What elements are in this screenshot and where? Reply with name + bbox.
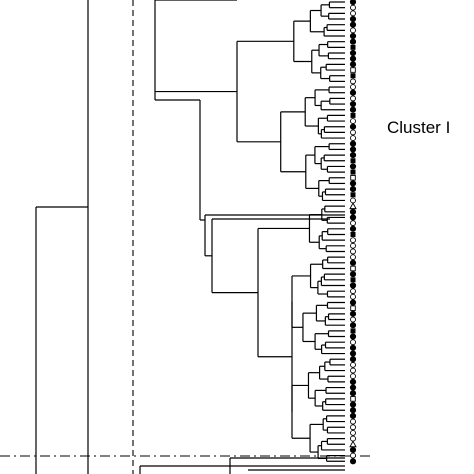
- cut-lines: [0, 0, 372, 474]
- leaf-marker-filled-square: [350, 169, 356, 175]
- leaf-marker-filled-circle: [349, 322, 357, 329]
- leaf-marker-open-circle: [350, 27, 356, 34]
- leaf-marker-open-triangle: [349, 202, 357, 210]
- leaf-marker-open-circle: [350, 84, 356, 91]
- leaf-marker-filled-circle: [349, 446, 357, 454]
- leaf-marker-filled-circle: [349, 180, 357, 187]
- leaf-marker-open-circle: [350, 78, 356, 85]
- leaf-marker-open-square: [350, 305, 356, 311]
- leaf-marker-filled-circle: [349, 350, 357, 357]
- leaf-marker-filled-circle: [349, 310, 357, 317]
- leaf-marker-filled-square: [350, 44, 356, 50]
- leaf-marker-filled-circle: [349, 208, 357, 215]
- leaf-marker-filled-circle: [349, 15, 357, 23]
- leaf-marker-filled-circle: [349, 186, 357, 193]
- leaf-marker-filled-circle: [349, 299, 357, 306]
- leaf-marker-open-circle: [350, 242, 356, 249]
- leaf-marker-filled-circle: [349, 407, 357, 414]
- leaf-marker-open-circle: [350, 118, 356, 125]
- leaf-marker-open-circle: [350, 316, 356, 323]
- leaf-marker-filled-circle: [349, 378, 357, 385]
- leaf-marker-filled-circle: [349, 61, 357, 68]
- leaf-marker-open-circle: [350, 339, 356, 346]
- leaf-marker-filled-square: [350, 328, 356, 334]
- leaf-marker-filled-circle: [349, 21, 357, 28]
- leaf-marker-filled-circle: [349, 163, 357, 170]
- leaf-marker-filled-circle: [349, 259, 357, 266]
- leaf-marker-filled-circle: [349, 271, 357, 278]
- leaf-marker-filled-circle: [349, 401, 357, 408]
- leaf-marker-filled-circle: [349, 151, 357, 159]
- leaf-marker-open-circle: [350, 418, 356, 425]
- leaf-marker-open-square: [350, 67, 356, 73]
- leaf-marker-filled-circle: [349, 458, 357, 465]
- leaf-markers: [349, 0, 357, 465]
- leaf-marker-open-square: [350, 175, 356, 181]
- leaf-marker-filled-circle: [349, 333, 357, 340]
- leaf-marker-open-square: [350, 265, 356, 272]
- leaf-marker-filled-square: [350, 277, 356, 283]
- dendrogram-branches: [35, 0, 345, 474]
- leaf-marker-filled-circle: [349, 89, 357, 96]
- leaf-marker-filled-circle: [349, 0, 357, 6]
- leaf-marker-filled-square: [350, 158, 356, 164]
- leaf-marker-filled-circle: [349, 344, 357, 351]
- leaf-marker-filled-square: [350, 231, 356, 237]
- leaf-marker-filled-circle: [349, 214, 357, 221]
- leaf-marker-filled-square: [350, 112, 356, 118]
- leaf-marker-open-circle: [350, 4, 356, 11]
- leaf-marker-open-circle: [350, 367, 356, 374]
- leaf-marker-open-circle: [350, 361, 356, 368]
- leaf-marker-filled-circle: [349, 390, 357, 397]
- cluster-label: Cluster I: [387, 118, 451, 137]
- leaf-marker-open-circle: [350, 373, 356, 380]
- leaf-marker-filled-circle: [349, 356, 357, 363]
- leaf-marker-filled-circle: [349, 282, 357, 289]
- leaf-marker-filled-circle: [349, 100, 357, 108]
- leaf-marker-open-circle: [350, 237, 356, 244]
- leaf-marker-filled-circle: [349, 225, 357, 232]
- leaf-marker-filled-circle: [349, 32, 357, 40]
- leaf-marker-filled-circle: [349, 123, 357, 130]
- leaf-marker-filled-square: [350, 73, 356, 79]
- leaf-marker-open-circle: [350, 288, 356, 295]
- leaf-marker-open-triangle: [349, 440, 357, 448]
- leaf-marker-open-circle: [350, 10, 356, 17]
- leaf-marker-filled-circle: [349, 412, 357, 420]
- leaf-marker-filled-circle: [349, 55, 357, 62]
- leaf-marker-open-circle: [350, 95, 356, 102]
- leaf-marker-open-circle: [350, 452, 356, 459]
- leaf-marker-filled-circle: [349, 49, 357, 57]
- leaf-marker-open-circle: [350, 429, 356, 436]
- leaf-marker-open-circle: [350, 293, 356, 300]
- leaf-marker-open-circle: [350, 135, 356, 142]
- leaf-marker-open-circle: [350, 254, 356, 261]
- leaf-marker-open-circle: [350, 220, 356, 227]
- leaf-marker-filled-circle: [349, 106, 357, 113]
- leaf-marker-filled-circle: [349, 140, 357, 147]
- leaf-marker-filled-circle: [349, 146, 357, 153]
- leaf-marker-open-square: [350, 396, 356, 402]
- leaf-marker-open-circle: [350, 248, 356, 255]
- leaf-marker-filled-circle: [349, 38, 357, 45]
- leaf-marker-filled-circle: [349, 384, 357, 391]
- leaf-marker-open-circle: [350, 129, 356, 136]
- leaf-marker-open-circle: [350, 424, 356, 431]
- leaf-marker-filled-square: [350, 192, 356, 198]
